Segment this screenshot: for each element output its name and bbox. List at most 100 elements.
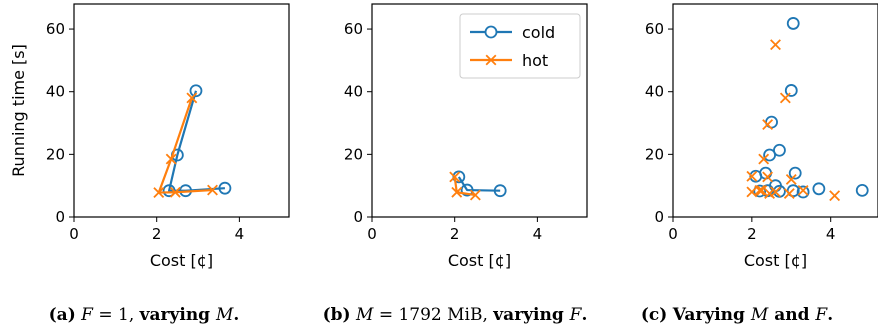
cold-point	[749, 169, 763, 183]
series-hot	[449, 171, 481, 201]
hot-point	[754, 184, 766, 196]
series-cold	[452, 170, 507, 198]
cold-point	[773, 143, 786, 157]
caption-part: M	[215, 305, 234, 325]
hot-point	[451, 186, 463, 198]
x-tick-label: 0	[367, 225, 377, 243]
x-tick-label: 4	[533, 225, 543, 243]
caption-part: varying	[139, 305, 216, 325]
hot-point	[153, 187, 165, 199]
caption-part: .	[233, 305, 239, 325]
x-tick-label: 0	[668, 225, 678, 243]
caption-label: (a)	[49, 305, 76, 325]
cold-point	[786, 17, 800, 30]
axes-frame	[672, 3, 878, 218]
caption-label: (b)	[323, 305, 351, 325]
hot-point	[770, 39, 781, 51]
x-axis-label: Cost [¢]	[150, 251, 213, 270]
series-line-hot	[157, 97, 213, 194]
x-tick-label: 4	[235, 225, 245, 243]
hot-point	[169, 186, 181, 198]
caption-part: .	[581, 305, 587, 325]
hot-point	[829, 190, 841, 202]
hot-point	[785, 173, 797, 185]
y-axis-label: Running time [s]	[9, 44, 28, 177]
x-tick-label: 2	[152, 225, 162, 243]
caption-part: .	[827, 305, 833, 325]
x-tick-label: 2	[747, 225, 757, 243]
caption-part: = 1792 MiB,	[373, 305, 493, 325]
axes-frame	[371, 3, 588, 218]
y-tick-label: 40	[344, 83, 363, 101]
caption-2: (b) M = 1792 MiB, varying F.	[323, 305, 588, 325]
cold-point	[189, 84, 203, 98]
y-tick-label: 20	[46, 145, 65, 163]
caption-3: (c) Varying M and F.	[641, 305, 833, 325]
legend-marker-hot	[485, 54, 497, 66]
caption-part: and	[768, 305, 815, 325]
cold-point	[812, 182, 826, 196]
y-tick-label: 60	[645, 20, 664, 38]
cold-point	[452, 170, 466, 184]
cold-point	[218, 181, 232, 195]
hot-point	[758, 153, 770, 165]
hot-point	[770, 186, 781, 198]
caption-part: = 1,	[93, 305, 140, 325]
caption-part: Varying	[672, 305, 751, 325]
series-hot	[153, 92, 218, 199]
y-tick-label: 0	[654, 208, 664, 226]
axes-frame	[73, 3, 290, 218]
y-tick-label: 60	[46, 20, 65, 38]
hot-point	[449, 171, 461, 183]
cold-point	[788, 166, 802, 180]
y-tick-label: 20	[344, 145, 363, 163]
caption-1: (a) F = 1, varying M.	[49, 305, 240, 325]
hot-point	[797, 184, 809, 196]
y-tick-label: 40	[46, 83, 65, 101]
legend-marker-cold	[484, 25, 498, 39]
legend-label-hot: hot	[522, 51, 548, 70]
y-tick-label: 40	[645, 83, 664, 101]
y-tick-label: 0	[353, 208, 363, 226]
cold-point	[796, 185, 810, 199]
hot-point	[469, 189, 481, 201]
hot-point	[746, 170, 758, 182]
hot-point	[756, 184, 768, 196]
hot-point	[779, 92, 791, 104]
cold-point	[784, 84, 798, 97]
x-axis-label: Cost [¢]	[448, 251, 511, 270]
caption-part: M	[750, 305, 769, 325]
caption-label: (c)	[641, 305, 667, 325]
cold-point	[763, 148, 776, 162]
y-tick-label: 20	[645, 145, 664, 163]
cold-point	[855, 183, 869, 197]
hot-point	[762, 119, 774, 131]
legend-label-cold: cold	[522, 23, 555, 42]
hot-point	[207, 184, 218, 196]
series-cold	[749, 17, 869, 199]
cold-point	[493, 184, 507, 198]
captions: (a) F = 1, varying M. (b) M = 1792 MiB, v…	[49, 305, 833, 325]
legend-box	[459, 13, 581, 79]
caption-part: F	[569, 305, 583, 325]
cold-point	[460, 183, 474, 197]
hot-point	[186, 92, 198, 104]
caption-part: F	[814, 305, 828, 325]
hot-point	[165, 153, 177, 165]
y-tick-label: 0	[55, 208, 65, 226]
series-hot	[746, 39, 841, 202]
x-axis-label: Cost [¢]	[744, 251, 807, 270]
x-tick-label: 4	[826, 225, 836, 243]
caption-part: M	[355, 305, 374, 325]
hot-point	[783, 188, 795, 199]
legend: cold hot	[459, 13, 581, 79]
cold-point	[753, 184, 767, 198]
y-tick-label: 60	[344, 20, 363, 38]
caption-part: varying	[492, 305, 569, 325]
x-tick-label: 2	[450, 225, 460, 243]
